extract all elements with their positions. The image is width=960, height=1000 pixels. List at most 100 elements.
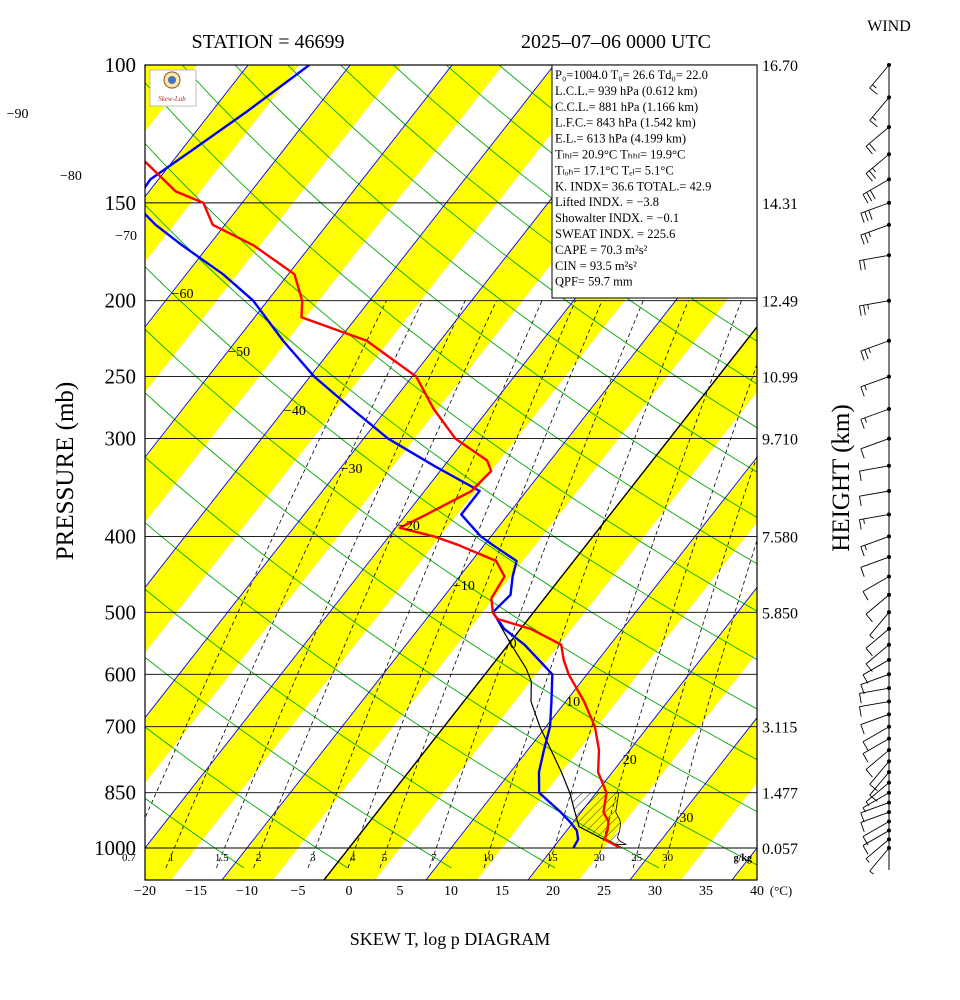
wind-barb-shaft xyxy=(860,556,890,568)
wind-barb-flag xyxy=(869,120,878,128)
wind-barb-flag xyxy=(862,194,869,204)
mixing-ratio-line xyxy=(165,300,423,868)
temperature-band xyxy=(0,60,99,885)
pressure-tick: 850 xyxy=(105,781,137,805)
isobar-lines xyxy=(145,65,757,849)
isotherm-label: −40 xyxy=(284,404,306,419)
dry-adiabat xyxy=(145,656,452,869)
temperature-band xyxy=(145,65,402,393)
index-line: Tₗₒₕ= 17.1°C Tₑₗ= 5.1°C xyxy=(555,163,674,177)
height-tick: 10.99 xyxy=(762,370,798,387)
isotherm-label: 0 xyxy=(510,637,517,652)
wind-barb-shaft xyxy=(860,438,890,450)
wind-barb-shaft xyxy=(862,726,890,743)
index-line: SWEAT INDX. = 225.6 xyxy=(555,227,675,241)
dry-adiabat xyxy=(181,65,757,518)
wind-barb-shaft xyxy=(859,300,890,307)
wind-barb-flag xyxy=(869,189,876,200)
temperature-tick: −5 xyxy=(291,884,306,899)
wind-barb-shaft xyxy=(862,576,890,592)
isotherm-label: −50 xyxy=(228,345,250,360)
mixing-ratio-line xyxy=(216,300,466,868)
wind-barb-flag xyxy=(865,663,873,672)
station-logo: Skew-Lab xyxy=(149,69,197,107)
mixing-ratio-line xyxy=(307,300,543,868)
zero-isotherm-line xyxy=(323,325,757,880)
index-line: E.L.= 613 hPa (4.199 km) xyxy=(555,132,686,146)
dry-adiabat xyxy=(287,65,757,429)
wind-barb-shaft xyxy=(865,644,890,665)
isotherm-line xyxy=(145,65,555,589)
mixing-ratio-line xyxy=(547,300,742,868)
indices-box xyxy=(551,64,758,299)
isotherm-label: −60 xyxy=(172,287,194,302)
wind-barb-shaft xyxy=(860,408,890,420)
wind-barb-flag xyxy=(863,259,866,270)
mixing-ratio-line xyxy=(429,300,644,868)
wind-barb-flag xyxy=(862,845,869,855)
wind-barb-flag xyxy=(860,546,865,557)
station-title: STATION = 46699 xyxy=(191,31,344,53)
pressure-tick: 500 xyxy=(105,600,137,624)
wind-barb-flag xyxy=(860,684,865,695)
wind-barb-flag xyxy=(860,386,865,397)
isotherm-label: −90 xyxy=(7,107,29,122)
mixing-ratio-label: 1 xyxy=(169,852,175,864)
wind-barb-shaft xyxy=(859,514,890,521)
wind-barb-flag xyxy=(864,211,869,222)
dry-adiabat xyxy=(145,142,757,612)
wind-barb-flag xyxy=(864,545,867,551)
index-line: Showalter INDX. = −0.1 xyxy=(555,211,679,225)
height-tick: 3.115 xyxy=(762,720,797,737)
wind-barb-flag xyxy=(872,116,877,121)
wind-barb-flag xyxy=(869,634,874,639)
wind-barb-flag xyxy=(862,836,869,846)
mixing-ratio-label: 1.5 xyxy=(215,852,229,864)
wind-barb-flag xyxy=(863,518,865,524)
wind-barb-shaft xyxy=(860,802,890,814)
dry-adiabat xyxy=(339,65,757,385)
wind-barb-flag xyxy=(862,674,869,684)
temperature-band xyxy=(145,65,708,783)
temperature-band xyxy=(145,65,606,653)
wind-barb-shaft xyxy=(865,839,890,860)
isotherm-labels: −90 −80 −70 −60 −50 −40 −30 −20 −10 0 10 20 30 xyxy=(7,107,694,826)
pressure-tick: 100 xyxy=(105,53,137,77)
index-line: K. INDX= 36.6 TOTAL.= 42.9 xyxy=(555,179,711,193)
isotherm-line xyxy=(629,717,757,880)
wind-barbs xyxy=(859,63,891,875)
temperature-tick: 10 xyxy=(444,884,458,899)
temperature-band xyxy=(932,60,960,885)
height-tick: 12.49 xyxy=(762,294,798,311)
pressure-tick: 1000 xyxy=(94,836,136,860)
wind-barb-flag xyxy=(864,349,869,360)
wind-barb-shaft xyxy=(865,126,890,147)
wind-barb-shaft xyxy=(860,713,890,726)
wind-barb-flag xyxy=(865,801,870,806)
wind-barb-flag xyxy=(869,783,878,792)
dry-adiabat xyxy=(145,266,757,710)
wind-barb-shaft xyxy=(859,490,890,497)
mixing-ratio-label: 15 xyxy=(547,852,559,864)
wind-barb-shaft xyxy=(869,761,890,785)
height-tick: 16.70 xyxy=(762,58,798,75)
wind-barb-flag xyxy=(868,347,871,353)
mixing-ratio-label: 7 xyxy=(431,852,437,864)
wind-barb-flag xyxy=(862,807,866,813)
wind-barb-shaft xyxy=(865,153,890,174)
temperature-tick: 15 xyxy=(495,884,509,899)
height-tick: 7.580 xyxy=(762,529,798,546)
datetime-title: 2025–07–06 0000 UTC xyxy=(521,31,711,53)
isotherm-label: 30 xyxy=(679,811,693,826)
mixing-ratio-label: 30 xyxy=(662,852,674,864)
pressure-tick: 600 xyxy=(105,662,137,686)
wind-barb-flag xyxy=(859,693,862,704)
wind-barb-flag xyxy=(865,647,873,657)
wind-barb-shaft xyxy=(865,628,890,649)
dry-adiabat xyxy=(145,456,757,866)
wind-barb-flag xyxy=(872,84,877,89)
temperature-tick: 40 xyxy=(750,884,764,899)
wind-barb-shaft xyxy=(862,659,890,676)
isotherm-line xyxy=(932,60,960,885)
